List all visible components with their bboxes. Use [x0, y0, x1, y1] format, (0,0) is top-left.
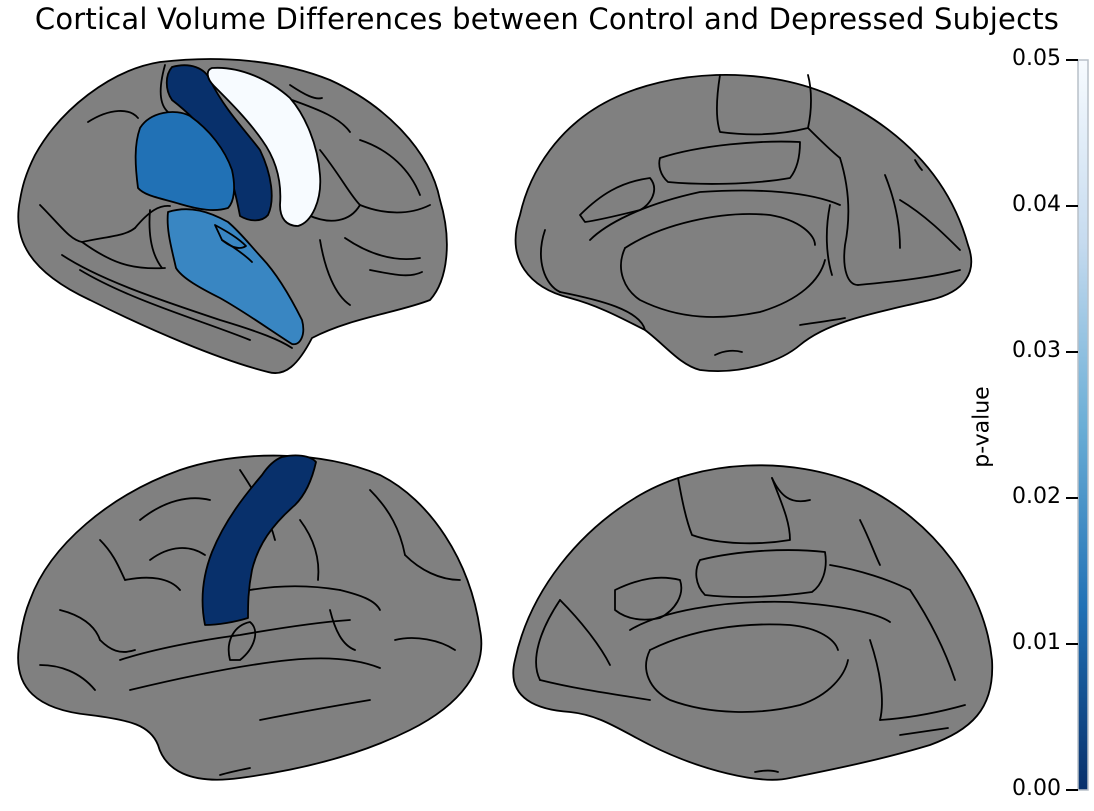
colorbar-ticks [1066, 59, 1078, 791]
colorbar-tick-label: 0.04 [1012, 192, 1061, 217]
colorbar [1066, 59, 1089, 791]
right-medial-outline [512, 464, 994, 781]
colorbar-label: p-value [969, 386, 995, 468]
colorbar-gradient [1077, 59, 1089, 791]
left-lateral-view [17, 58, 448, 374]
right-medial-view [512, 464, 994, 781]
left-medial-outline [514, 73, 973, 372]
right-precentral-region [201, 454, 317, 626]
left-medial-view [514, 73, 973, 372]
right-lateral-view [17, 454, 483, 781]
colorbar-tick-label: 0.02 [1012, 484, 1061, 509]
right-lateral-outline [17, 454, 483, 781]
postcentral-region [206, 66, 322, 227]
colorbar-tick-label: 0.00 [1012, 776, 1061, 801]
colorbar-tick-label: 0.05 [1012, 46, 1061, 71]
superior-temporal-region [166, 208, 305, 346]
pars-frontal-region [134, 111, 235, 211]
figure-title: Cortical Volume Differences between Cont… [34, 2, 1060, 36]
colorbar-tick-label: 0.03 [1012, 338, 1061, 363]
colorbar-tick-label: 0.01 [1012, 630, 1061, 655]
precentral-region [165, 64, 273, 222]
